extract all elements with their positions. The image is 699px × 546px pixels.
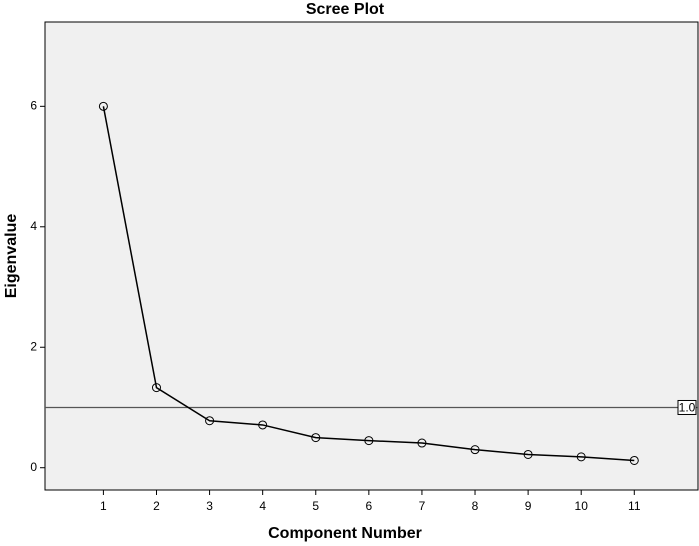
- x-tick-label: 10: [575, 499, 589, 513]
- point-marker: [470, 445, 480, 455]
- reference-label-box: [677, 399, 697, 415]
- y-tick-label: 0: [30, 460, 37, 474]
- point-marker: [364, 436, 374, 446]
- y-tick-label: 4: [30, 219, 37, 233]
- reference-label: 1.0: [679, 401, 696, 415]
- point-marker: [205, 416, 215, 426]
- point-marker: [523, 449, 533, 459]
- x-tick-label: 9: [525, 499, 532, 513]
- point-marker: [98, 101, 108, 111]
- x-tick-label: 11: [628, 499, 641, 513]
- x-tick-label: 3: [206, 499, 213, 513]
- point-marker: [576, 452, 586, 462]
- series-line: [102, 106, 635, 462]
- x-tick-label: 5: [312, 499, 319, 513]
- x-tick-label: 1: [100, 499, 107, 513]
- y-tick-label: 2: [30, 339, 37, 353]
- x-tick-label: 7: [419, 499, 426, 513]
- point-marker: [629, 455, 639, 465]
- x-axis-label: Component Number: [268, 525, 422, 542]
- point-marker: [417, 438, 427, 448]
- x-tick-label: 8: [472, 499, 479, 513]
- point-marker: [311, 433, 321, 443]
- point-marker: [151, 383, 161, 393]
- y-tick-label: 6: [30, 98, 37, 112]
- y-axis-label: Eigenvalue: [3, 214, 20, 299]
- x-tick-label: 6: [366, 499, 373, 513]
- chart-title: Scree Plot: [306, 1, 385, 18]
- point-marker: [258, 420, 268, 430]
- x-tick-label: 4: [259, 499, 266, 513]
- x-tick-label: 2: [153, 499, 160, 513]
- plot-area: [44, 21, 699, 491]
